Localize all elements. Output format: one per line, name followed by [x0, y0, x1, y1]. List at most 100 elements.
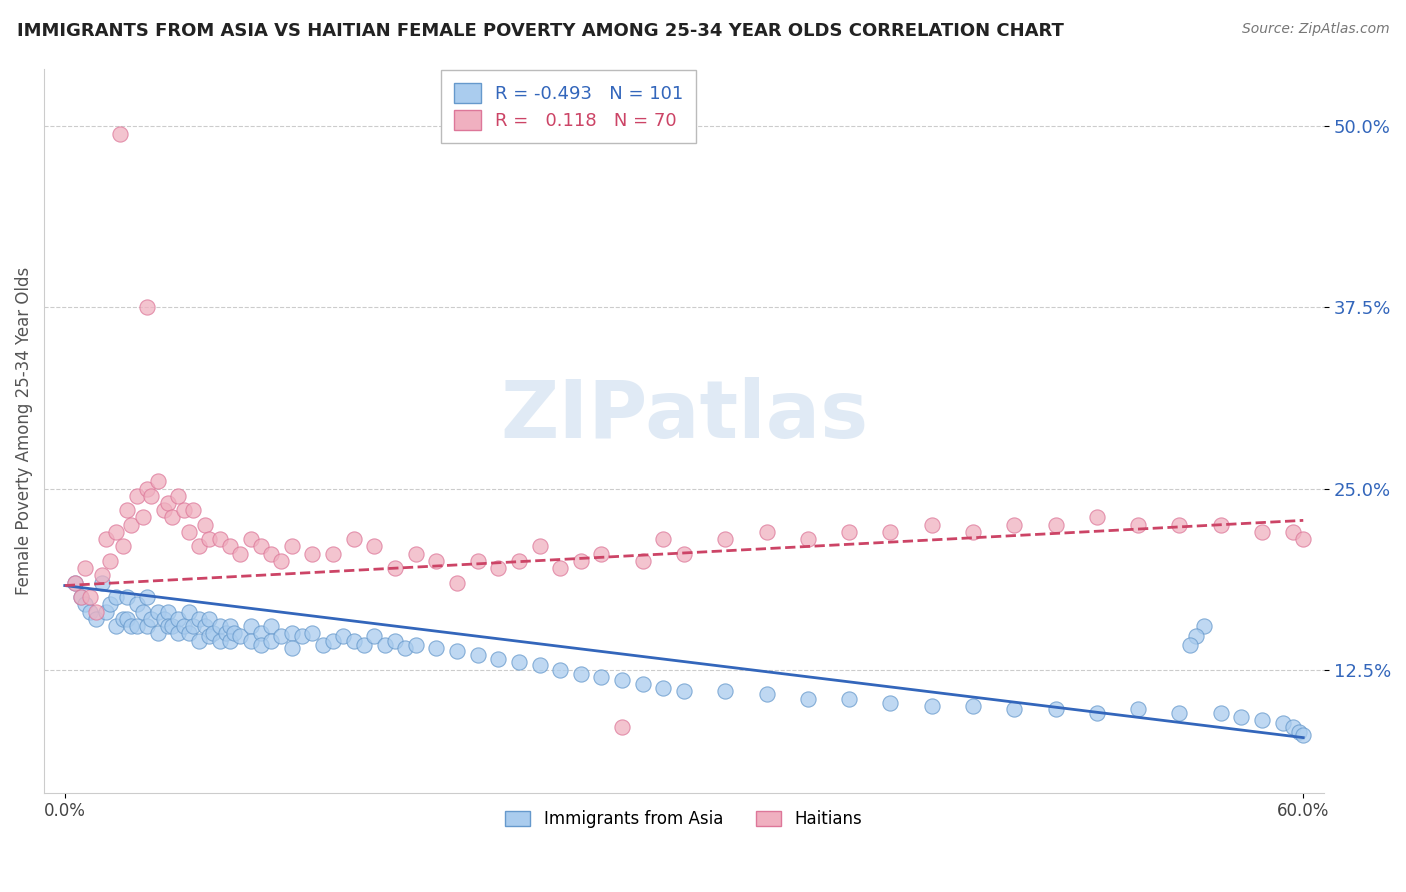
- Point: [1002, 701, 1025, 715]
- Point: [652, 681, 675, 696]
- Point: [156, 619, 179, 633]
- Point: [322, 633, 344, 648]
- Point: [173, 503, 195, 517]
- Text: IMMIGRANTS FROM ASIA VS HAITIAN FEMALE POVERTY AMONG 25-34 YEAR OLDS CORRELATION: IMMIGRANTS FROM ASIA VS HAITIAN FEMALE P…: [17, 22, 1064, 40]
- Point: [90, 568, 112, 582]
- Point: [136, 590, 159, 604]
- Point: [1230, 710, 1253, 724]
- Point: [291, 629, 314, 643]
- Point: [94, 532, 117, 546]
- Point: [111, 540, 134, 554]
- Point: [70, 590, 93, 604]
- Point: [208, 619, 231, 633]
- Point: [486, 561, 509, 575]
- Point: [111, 612, 134, 626]
- Point: [125, 619, 148, 633]
- Point: [219, 540, 242, 554]
- Legend: Immigrants from Asia, Haitians: Immigrants from Asia, Haitians: [499, 804, 869, 835]
- Point: [173, 619, 195, 633]
- Point: [136, 301, 159, 315]
- Y-axis label: Female Poverty Among 25-34 Year Olds: Female Poverty Among 25-34 Year Olds: [15, 267, 32, 595]
- Point: [229, 547, 252, 561]
- Point: [115, 590, 138, 604]
- Point: [1251, 713, 1274, 727]
- Point: [105, 590, 128, 604]
- Point: [838, 691, 860, 706]
- Point: [1126, 517, 1149, 532]
- Point: [198, 532, 221, 546]
- Point: [177, 605, 200, 619]
- Point: [260, 633, 283, 648]
- Point: [141, 489, 163, 503]
- Point: [1251, 524, 1274, 539]
- Point: [156, 605, 179, 619]
- Point: [591, 670, 613, 684]
- Point: [250, 638, 273, 652]
- Point: [610, 721, 633, 735]
- Point: [222, 626, 245, 640]
- Point: [94, 605, 117, 619]
- Point: [652, 532, 675, 546]
- Point: [1288, 724, 1310, 739]
- Point: [425, 554, 447, 568]
- Point: [120, 517, 142, 532]
- Point: [384, 633, 406, 648]
- Point: [70, 590, 93, 604]
- Point: [239, 619, 262, 633]
- Point: [84, 612, 107, 626]
- Point: [167, 626, 190, 640]
- Point: [962, 698, 984, 713]
- Point: [270, 554, 292, 568]
- Point: [84, 605, 107, 619]
- Point: [229, 629, 252, 643]
- Point: [146, 475, 169, 489]
- Point: [1282, 524, 1305, 539]
- Point: [797, 691, 820, 706]
- Point: [610, 673, 633, 687]
- Point: [239, 532, 262, 546]
- Point: [755, 524, 778, 539]
- Point: [115, 612, 138, 626]
- Point: [153, 612, 176, 626]
- Point: [363, 540, 385, 554]
- Point: [181, 503, 204, 517]
- Point: [194, 619, 217, 633]
- Point: [1282, 721, 1305, 735]
- Point: [187, 612, 209, 626]
- Point: [879, 524, 901, 539]
- Point: [1126, 701, 1149, 715]
- Point: [529, 540, 551, 554]
- Point: [146, 605, 169, 619]
- Point: [569, 554, 592, 568]
- Point: [187, 540, 209, 554]
- Point: [281, 540, 304, 554]
- Point: [125, 598, 148, 612]
- Point: [301, 626, 323, 640]
- Point: [198, 629, 221, 643]
- Point: [250, 540, 273, 554]
- Point: [508, 554, 530, 568]
- Point: [110, 127, 132, 141]
- Point: [1085, 510, 1108, 524]
- Point: [141, 612, 163, 626]
- Point: [797, 532, 820, 546]
- Point: [467, 554, 489, 568]
- Point: [63, 575, 86, 590]
- Point: [631, 554, 654, 568]
- Point: [343, 633, 366, 648]
- Point: [548, 663, 571, 677]
- Point: [120, 619, 142, 633]
- Point: [591, 547, 613, 561]
- Point: [838, 524, 860, 539]
- Point: [132, 605, 155, 619]
- Point: [755, 687, 778, 701]
- Point: [260, 619, 283, 633]
- Point: [239, 633, 262, 648]
- Point: [160, 619, 183, 633]
- Point: [79, 605, 101, 619]
- Point: [156, 496, 179, 510]
- Point: [167, 612, 190, 626]
- Point: [343, 532, 366, 546]
- Point: [1209, 517, 1232, 532]
- Point: [1168, 706, 1191, 720]
